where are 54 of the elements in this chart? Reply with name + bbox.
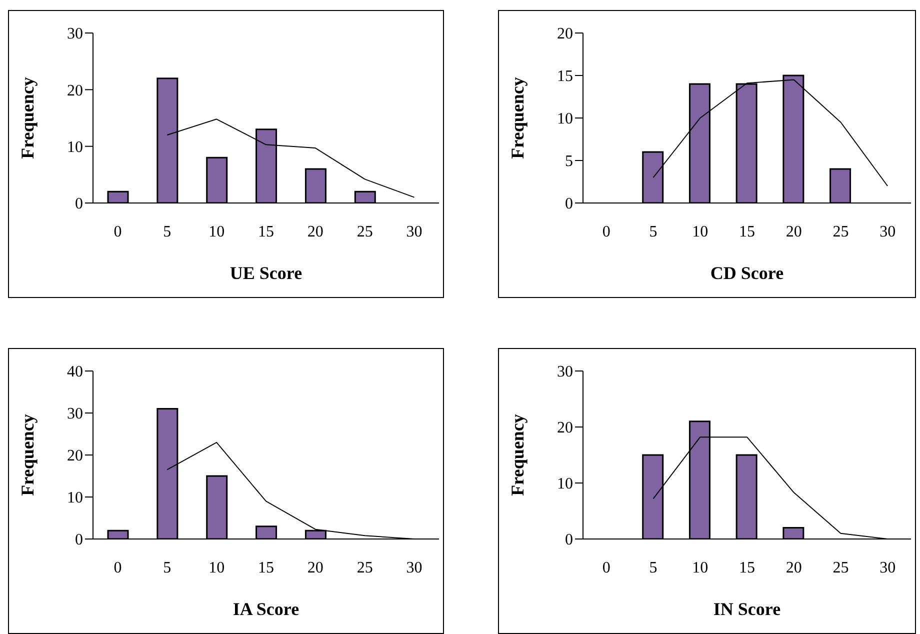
y-axis-title: Frequency bbox=[17, 414, 38, 496]
x-tick-label: 25 bbox=[356, 559, 373, 576]
x-tick-label: 30 bbox=[406, 559, 422, 576]
y-axis-title: Frequency bbox=[507, 414, 528, 496]
y-tick-label: 30 bbox=[67, 26, 83, 43]
x-tick-label: 15 bbox=[258, 559, 274, 576]
y-tick-label: 20 bbox=[557, 26, 573, 43]
y-tick-label: 10 bbox=[67, 139, 83, 156]
x-tick-label: 25 bbox=[832, 223, 849, 240]
x-tick-label: 25 bbox=[356, 223, 373, 240]
x-tick-label: 5 bbox=[163, 559, 172, 576]
x-tick-label: 15 bbox=[739, 223, 755, 240]
y-tick-label: 0 bbox=[75, 196, 83, 213]
y-tick-label: 10 bbox=[557, 110, 573, 128]
x-tick-label: 10 bbox=[208, 559, 225, 576]
y-tick-label: 10 bbox=[557, 476, 573, 493]
x-tick-label: 0 bbox=[114, 223, 122, 240]
y-tick-label: 20 bbox=[67, 82, 83, 100]
x-axis-title: IN Score bbox=[713, 599, 781, 619]
y-tick-label: 20 bbox=[557, 420, 573, 437]
x-axis-title: UE Score bbox=[230, 263, 302, 283]
x-tick-label: 0 bbox=[602, 223, 610, 240]
x-tick-label: 20 bbox=[786, 223, 802, 240]
x-tick-label: 5 bbox=[163, 223, 172, 240]
y-tick-label: 15 bbox=[557, 68, 573, 86]
x-axis-title: IA Score bbox=[232, 599, 300, 619]
x-tick-label: 10 bbox=[692, 559, 708, 576]
x-tick-label: 10 bbox=[208, 223, 225, 240]
x-tick-label: 20 bbox=[307, 223, 324, 240]
y-tick-label: 30 bbox=[67, 406, 83, 423]
x-tick-label: 30 bbox=[880, 559, 896, 576]
x-axis-title: CD Score bbox=[710, 263, 784, 283]
y-tick-label: 5 bbox=[565, 153, 573, 170]
y-tick-label: 10 bbox=[67, 490, 83, 507]
y-tick-label: 20 bbox=[67, 448, 83, 465]
y-tick-label: 0 bbox=[75, 532, 83, 549]
x-tick-label: 20 bbox=[307, 559, 324, 576]
x-tick-label: 15 bbox=[739, 559, 755, 576]
x-tick-label: 0 bbox=[114, 559, 122, 576]
x-tick-label: 0 bbox=[602, 559, 610, 576]
y-axis-title: Frequency bbox=[17, 77, 38, 159]
x-tick-label: 25 bbox=[832, 559, 849, 576]
x-tick-label: 30 bbox=[880, 223, 896, 240]
y-tick-label: 0 bbox=[565, 196, 573, 213]
x-tick-label: 30 bbox=[406, 223, 422, 240]
y-tick-label: 30 bbox=[557, 364, 573, 381]
y-tick-label: 40 bbox=[67, 364, 83, 381]
x-tick-label: 10 bbox=[692, 223, 708, 240]
y-tick-label: 0 bbox=[565, 532, 573, 549]
y-axis-title: Frequency bbox=[507, 77, 528, 159]
x-tick-label: 5 bbox=[649, 559, 658, 576]
x-tick-label: 5 bbox=[649, 223, 658, 240]
x-tick-label: 15 bbox=[258, 223, 274, 240]
x-tick-label: 20 bbox=[786, 559, 802, 576]
